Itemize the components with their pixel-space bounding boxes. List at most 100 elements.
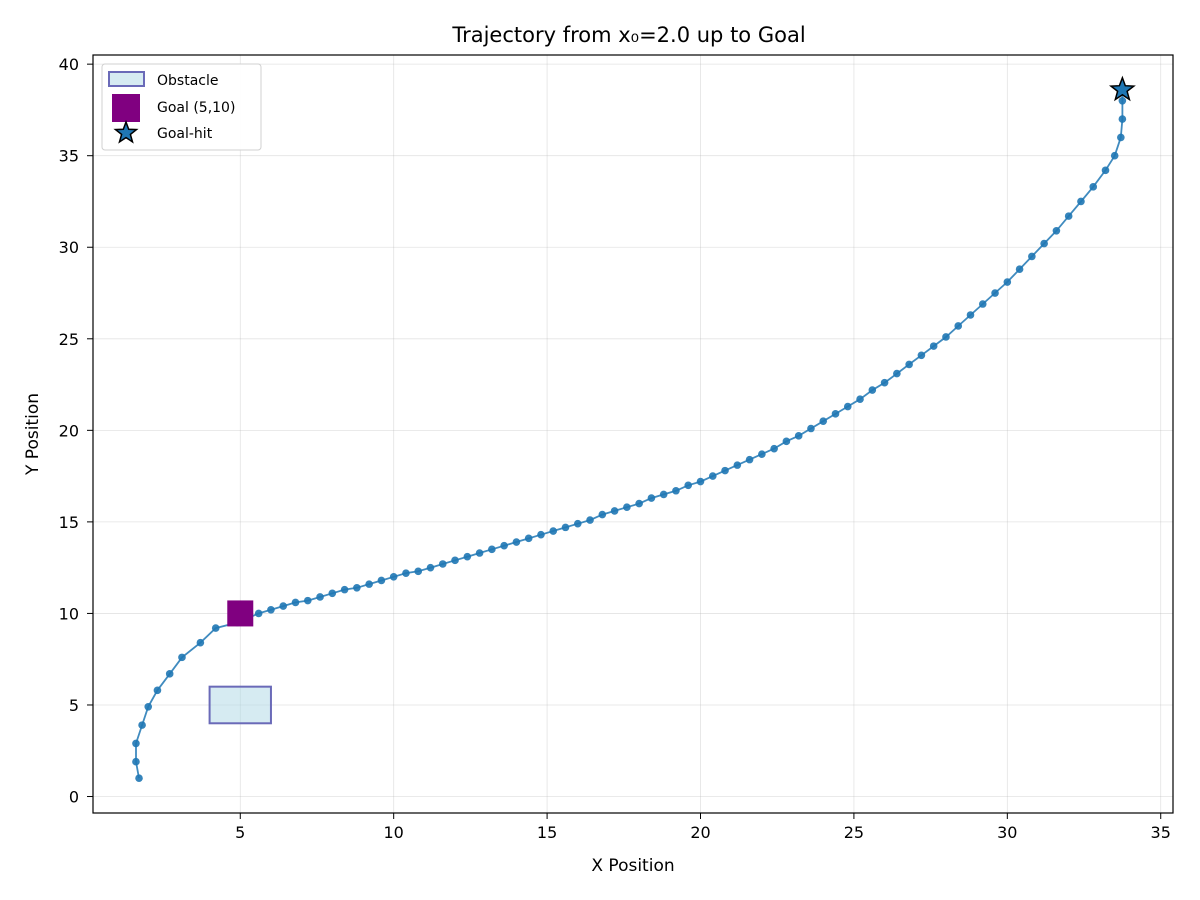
trajectory-point bbox=[389, 573, 398, 581]
trajectory-point bbox=[254, 609, 263, 618]
goal-layer bbox=[227, 600, 254, 627]
obstacle-rect bbox=[208, 685, 272, 725]
x-tick-label: 25 bbox=[844, 823, 864, 842]
trajectory-point bbox=[684, 481, 693, 490]
trajectory-point bbox=[451, 556, 459, 565]
trajectory-point bbox=[365, 580, 373, 588]
trajectory-point bbox=[843, 402, 852, 411]
x-tick-label: 30 bbox=[997, 823, 1017, 842]
trajectory-point bbox=[1052, 226, 1061, 235]
x-axis-ticks: 5 10 15 20 25 30 35 bbox=[235, 813, 1171, 842]
trajectory-point bbox=[340, 585, 349, 594]
trajectory-point bbox=[635, 499, 643, 508]
trajectory-point bbox=[672, 486, 680, 495]
trajectory-point bbox=[178, 653, 186, 662]
trajectory-point bbox=[1110, 151, 1119, 160]
trajectory-point bbox=[279, 602, 288, 610]
trajectory-point bbox=[524, 534, 533, 543]
trajectory-point bbox=[1118, 115, 1127, 123]
trajectory-point bbox=[512, 538, 521, 546]
trajectory-point bbox=[1040, 239, 1048, 248]
trajectory-series bbox=[132, 85, 1127, 783]
trajectory-point bbox=[165, 670, 174, 678]
legend-label-obstacle: Obstacle bbox=[157, 73, 218, 89]
trajectory-point bbox=[196, 638, 205, 647]
trajectory-point bbox=[782, 437, 791, 446]
trajectory-point bbox=[463, 552, 472, 561]
trajectory-point bbox=[488, 545, 496, 554]
y-tick-label: 10 bbox=[59, 604, 79, 623]
trajectory-point bbox=[819, 417, 828, 425]
y-tick-label: 30 bbox=[59, 238, 79, 257]
trajectory-point bbox=[549, 527, 558, 535]
trajectory-point bbox=[807, 424, 815, 433]
trajectory-point bbox=[426, 563, 435, 572]
trajectory-point bbox=[153, 686, 162, 695]
x-tick-label: 15 bbox=[537, 823, 557, 842]
trajectory-point bbox=[917, 351, 926, 360]
trajectory-point bbox=[954, 322, 963, 330]
trajectory-point bbox=[328, 589, 337, 598]
trajectory-point bbox=[586, 516, 594, 524]
trajectory-point bbox=[144, 703, 153, 711]
trajectory-point bbox=[475, 549, 484, 557]
trajectory-point bbox=[598, 510, 607, 519]
goal-hit-layer bbox=[1108, 75, 1136, 102]
grid bbox=[93, 55, 1173, 813]
trajectory-point bbox=[942, 333, 950, 341]
trajectory-point bbox=[868, 386, 877, 394]
trajectory-point bbox=[1077, 197, 1085, 206]
trajectory-point bbox=[1028, 252, 1036, 261]
x-tick-label: 20 bbox=[690, 823, 710, 842]
obstacle-layer bbox=[208, 685, 272, 725]
x-tick-label: 35 bbox=[1151, 823, 1171, 842]
goal-marker bbox=[227, 600, 254, 627]
y-axis-ticks: 0 5 10 15 20 25 30 35 40 bbox=[59, 55, 93, 807]
trajectory-point bbox=[1015, 265, 1024, 274]
trajectory-point bbox=[402, 569, 410, 577]
trajectory-point bbox=[1089, 183, 1098, 191]
legend-goal-swatch bbox=[112, 94, 140, 122]
trajectory-point bbox=[303, 596, 312, 605]
trajectory-point bbox=[745, 455, 754, 464]
trajectory-point bbox=[978, 300, 987, 308]
trajectory-point bbox=[1118, 96, 1127, 105]
trajectory-point bbox=[353, 583, 361, 592]
plot-frame bbox=[92, 54, 1174, 814]
trajectory-point bbox=[610, 507, 619, 515]
y-tick-label: 0 bbox=[69, 788, 79, 807]
x-tick-label: 5 bbox=[235, 823, 245, 842]
trajectory-point bbox=[733, 461, 742, 469]
trajectory-point bbox=[132, 757, 140, 766]
trajectory-point bbox=[991, 289, 999, 297]
trajectory-point bbox=[696, 477, 705, 486]
trajectory-point bbox=[929, 342, 938, 350]
trajectory-point bbox=[856, 395, 864, 404]
legend-label-goal: Goal (5,10) bbox=[157, 100, 235, 116]
trajectory-point bbox=[905, 360, 913, 369]
trajectory-point bbox=[132, 739, 140, 748]
y-tick-label: 35 bbox=[59, 147, 79, 166]
trajectory-point bbox=[831, 410, 840, 418]
trajectory-point bbox=[770, 444, 778, 453]
y-tick-label: 15 bbox=[59, 513, 79, 532]
trajectory-point bbox=[211, 624, 220, 632]
trajectory-point bbox=[500, 541, 508, 550]
goal-hit-star-icon bbox=[1108, 75, 1136, 102]
y-axis-title: Y Position bbox=[23, 393, 43, 476]
trajectory-point bbox=[758, 450, 766, 458]
trajectory-point bbox=[1117, 133, 1125, 142]
trajectory-point bbox=[1101, 166, 1110, 175]
legend-label-goal-hit: Goal-hit bbox=[157, 126, 213, 142]
trajectory-point bbox=[138, 721, 146, 729]
trajectory-point bbox=[135, 774, 143, 783]
trajectory-point bbox=[537, 530, 545, 539]
trajectory-point bbox=[316, 593, 324, 601]
y-tick-label: 40 bbox=[59, 55, 79, 74]
trajectory-point bbox=[721, 466, 729, 475]
legend: Obstacle Goal (5,10) Goal-hit bbox=[101, 63, 262, 151]
trajectory-point bbox=[573, 519, 582, 528]
chart-title: Trajectory from x₀=2.0 up to Goal bbox=[451, 23, 805, 47]
